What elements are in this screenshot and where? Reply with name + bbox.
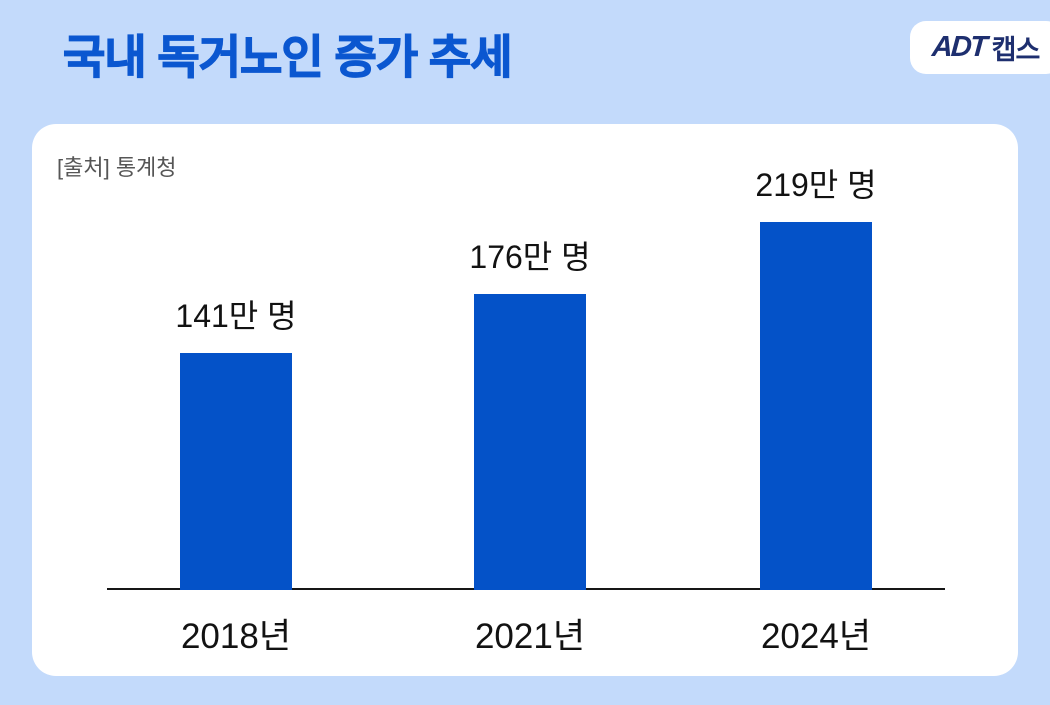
x-axis-tick-label: 2024년 — [760, 617, 872, 656]
x-axis-tick-label: 2021년 — [474, 617, 586, 656]
adt-logo-mark: ADT — [930, 31, 987, 63]
source-label: [출처] 통계청 — [57, 155, 177, 180]
x-axis-tick-label: 2018년 — [180, 617, 292, 656]
adt-caps-logo: ADT 캡스 — [910, 21, 1050, 74]
logo-caps-text: 캡스 — [991, 35, 1041, 65]
bar-value-label: 176만 명 — [469, 239, 591, 275]
bar-value-label: 219만 명 — [755, 167, 877, 203]
page-title: 국내 독거노인 증가 추세 — [62, 30, 513, 83]
bar — [760, 222, 872, 590]
bar-value-label: 141만 명 — [175, 298, 297, 334]
chart-card: [출처] 통계청 141만 명 2018년 176만 명 2021년 219만 명 202… — [32, 124, 1018, 676]
bar — [180, 353, 292, 590]
bar — [474, 294, 586, 590]
